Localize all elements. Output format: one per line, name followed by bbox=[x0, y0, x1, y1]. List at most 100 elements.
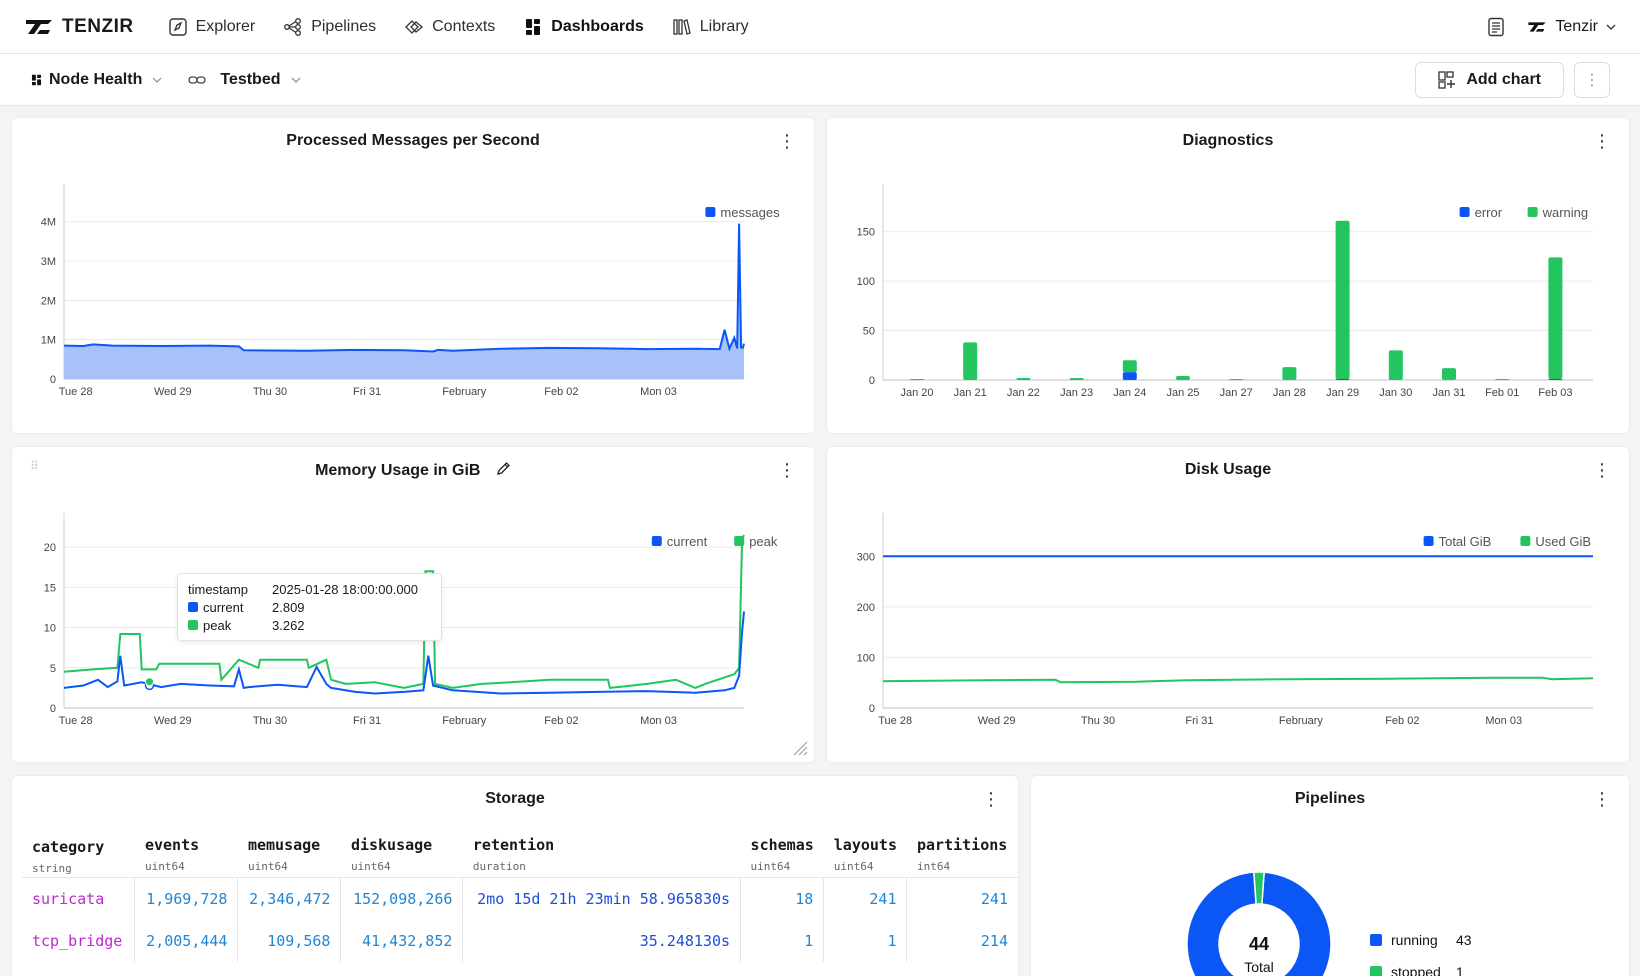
cell-category: suricata bbox=[22, 877, 136, 920]
dashboard-more-button[interactable]: ⋮ bbox=[1574, 61, 1610, 98]
used-gib-line bbox=[882, 676, 1594, 684]
table-row[interactable]: tcp_bridge 2,005,444 109,568 41,432,852 … bbox=[22, 919, 1018, 962]
column-name: retention bbox=[472, 836, 555, 854]
dashboard-selector[interactable]: Node Health bbox=[30, 71, 162, 89]
memory-chart: 0 5 10 15 20 Tue 28 Wed 29 Thu 30 Fri 31 February… bbox=[44, 513, 778, 727]
legend-value: 43 bbox=[1456, 932, 1472, 948]
donut-slice-running bbox=[1186, 871, 1332, 976]
dashboard-icon bbox=[526, 18, 541, 35]
x-tick-label: Jan 31 bbox=[1432, 387, 1465, 399]
nav-explorer-label: Explorer bbox=[195, 17, 256, 35]
column-type: duration bbox=[472, 860, 526, 873]
panel-menu-button[interactable]: ⋮ bbox=[778, 131, 796, 151]
panel-menu-button[interactable]: ⋮ bbox=[1593, 460, 1611, 480]
x-tick-label: Jan 23 bbox=[1060, 387, 1093, 399]
column-type: uint64 bbox=[750, 860, 791, 873]
tooltip-key: peak bbox=[188, 618, 272, 633]
legend-label: messages bbox=[720, 205, 780, 220]
diagnostics-chart: 0 50 100 150 Jan 20 Jan 21 Jan 22 Jan 23 Jan 24 J… bbox=[857, 184, 1593, 399]
node-selector-label: Testbed bbox=[220, 70, 281, 88]
legend-label: stopped bbox=[1391, 964, 1441, 976]
tooltip-key-label: current bbox=[203, 599, 244, 615]
nav-dashboards[interactable]: Dashboards bbox=[523, 17, 644, 37]
legend-label: Total GiB bbox=[1439, 534, 1492, 549]
cell-events: 2,005,444 bbox=[134, 919, 239, 962]
y-tick-label: 200 bbox=[857, 602, 875, 614]
resize-handle-icon[interactable] bbox=[792, 740, 808, 756]
y-tick-label: 1M bbox=[41, 335, 56, 347]
column-name: diskusage bbox=[350, 836, 433, 854]
nav-pipelines-label: Pipelines bbox=[311, 17, 377, 35]
x-tick-label: Mon 03 bbox=[640, 715, 677, 727]
x-tick-label: Fri 31 bbox=[1185, 715, 1213, 727]
column-header-diskusage[interactable]: diskusage uint64 bbox=[341, 828, 463, 878]
chevron-down-icon bbox=[291, 77, 300, 83]
bar-warning bbox=[1495, 379, 1510, 380]
x-tick-label: Mon 03 bbox=[1485, 715, 1522, 727]
x-tick-label: Feb 02 bbox=[544, 715, 578, 727]
bar-warning bbox=[1229, 379, 1244, 380]
org-switcher[interactable]: Tenzir bbox=[1527, 18, 1616, 36]
panel-menu-button[interactable]: ⋮ bbox=[778, 460, 796, 480]
column-header-category[interactable]: category string bbox=[22, 828, 135, 878]
nav-library[interactable]: Library bbox=[672, 17, 749, 37]
column-name: memusage bbox=[247, 836, 321, 854]
x-tick-label: Jan 25 bbox=[1166, 387, 1199, 399]
tooltip-value: 2025-01-28 18:00:00.000 bbox=[272, 581, 419, 597]
brand-name: TENZIR bbox=[62, 15, 134, 37]
x-tick-label: Wed 29 bbox=[154, 715, 192, 727]
column-header-events[interactable]: events uint64 bbox=[135, 828, 238, 878]
panel-menu-button[interactable]: ⋮ bbox=[982, 789, 1000, 809]
x-tick-label: Feb 02 bbox=[1385, 715, 1419, 727]
bar-error bbox=[1548, 379, 1563, 380]
messages-panel: Processed Messages per Second ⋮ 0 1M 2M 3M 4… bbox=[11, 117, 815, 434]
drag-handle-icon[interactable]: ⠿ bbox=[30, 459, 39, 473]
y-tick-label: 0 bbox=[869, 375, 875, 387]
panel-title: Memory Usage in GiB bbox=[12, 461, 814, 480]
x-tick-label: Jan 20 bbox=[900, 387, 933, 399]
donut-center-label: Total bbox=[1244, 959, 1274, 975]
column-header-partitions[interactable]: partitions int64 bbox=[907, 828, 1018, 878]
x-tick-label: Mon 03 bbox=[640, 386, 677, 398]
table-row[interactable]: suricata 1,969,728 2,346,472 152,098,266… bbox=[22, 877, 1018, 920]
disk-chart: 0 100 200 300 Tue 28 Wed 29 Thu 30 Fri 31 Februa… bbox=[857, 513, 1594, 727]
panel-menu-button[interactable]: ⋮ bbox=[1593, 789, 1611, 809]
panel-title: Storage bbox=[485, 790, 545, 807]
y-tick-label: 50 bbox=[863, 326, 875, 338]
node-selector[interactable]: Testbed bbox=[188, 71, 300, 89]
pipelines-panel: Pipelines ⋮ 44 Total running 43 stopped 1 bbox=[1030, 775, 1630, 976]
column-name: layouts bbox=[833, 836, 897, 854]
column-header-memusage[interactable]: memusage uint64 bbox=[238, 828, 341, 878]
y-tick-label: 100 bbox=[857, 652, 875, 664]
top-right-controls: Tenzir bbox=[1487, 17, 1616, 37]
tenzir-logo-icon bbox=[26, 19, 52, 34]
x-tick-label: Jan 21 bbox=[954, 387, 987, 399]
nav-pipelines[interactable]: Pipelines bbox=[283, 17, 376, 37]
add-chart-button[interactable]: Add chart bbox=[1415, 61, 1564, 98]
legend-swatch bbox=[1423, 536, 1434, 546]
x-tick-label: Wed 29 bbox=[154, 386, 192, 398]
peak-line bbox=[63, 534, 745, 689]
bar-warning bbox=[1548, 257, 1563, 379]
legend-label: warning bbox=[1542, 205, 1589, 220]
brand-logo[interactable]: TENZIR bbox=[24, 16, 134, 38]
legend-value: 1 bbox=[1456, 964, 1464, 976]
nav-explorer[interactable]: Explorer bbox=[168, 17, 256, 37]
tooltip-key-label: peak bbox=[203, 617, 232, 633]
column-header-retention[interactable]: retention duration bbox=[463, 828, 741, 878]
donut-center-value: 44 bbox=[1249, 934, 1269, 954]
pencil-icon[interactable] bbox=[495, 461, 511, 477]
bar-warning bbox=[1069, 378, 1084, 380]
nav-contexts[interactable]: Contexts bbox=[404, 17, 495, 37]
cell-memusage: 109,568 bbox=[237, 919, 342, 962]
legend-label: error bbox=[1475, 205, 1503, 220]
cell-layouts: 1 bbox=[823, 919, 908, 962]
panel-menu-button[interactable]: ⋮ bbox=[1593, 131, 1611, 151]
column-header-layouts[interactable]: layouts uint64 bbox=[824, 828, 907, 878]
legend-label: current bbox=[667, 534, 708, 549]
docs-icon[interactable] bbox=[1487, 17, 1505, 37]
bar-warning bbox=[1016, 378, 1031, 380]
column-type: int64 bbox=[916, 860, 951, 873]
panel-title: Processed Messages per Second bbox=[286, 132, 540, 149]
column-header-schemas[interactable]: schemas uint64 bbox=[741, 828, 824, 878]
